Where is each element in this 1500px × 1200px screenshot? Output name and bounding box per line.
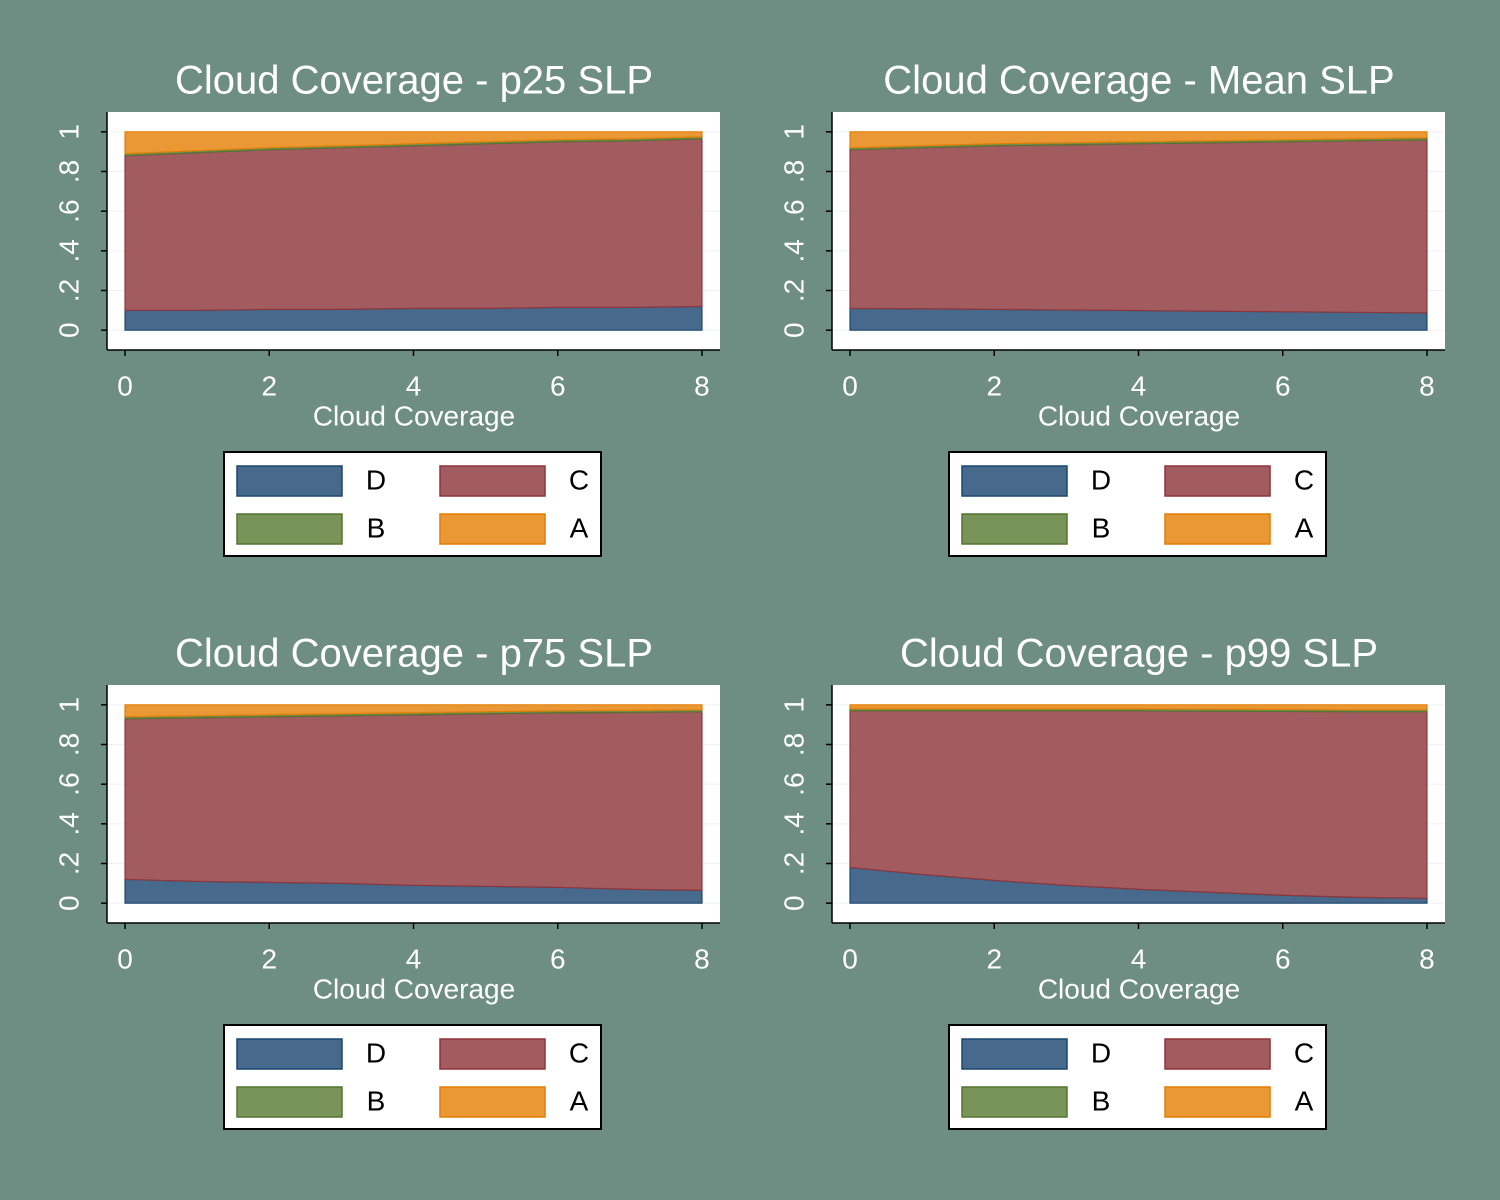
legend-swatch [439, 1038, 546, 1070]
y-tick-label: 1 [778, 697, 809, 713]
x-tick-label: 6 [1275, 943, 1291, 974]
area [124, 711, 703, 891]
legend-label: B [1092, 1085, 1111, 1116]
legend-label: B [367, 1085, 386, 1116]
area [849, 139, 1428, 314]
legend-label: D [366, 1037, 386, 1068]
legend-label: C [569, 1037, 589, 1068]
y-tick-label: .8 [778, 160, 809, 183]
x-tick-label: 6 [550, 943, 566, 974]
legend-label: A [1295, 512, 1314, 543]
x-tick-label: 0 [842, 370, 858, 401]
x-tick-label: 8 [1419, 943, 1435, 974]
legend-label: C [1294, 464, 1314, 495]
legend-label: A [570, 512, 589, 543]
y-tick-label: 0 [778, 895, 809, 911]
y-tick-label: .8 [53, 733, 84, 756]
panel: Cloud Coverage - p99 SLP 0 .2 .4 .6 .8 1 0 2 4 6 8 C… [778, 632, 1445, 1130]
legend-swatch [236, 513, 343, 545]
y-tick-label: .4 [778, 812, 809, 835]
area [124, 131, 703, 155]
x-tick-label: 0 [117, 370, 133, 401]
legend-swatch [1164, 513, 1271, 545]
x-tick-label: 2 [986, 370, 1002, 401]
legend-label: C [1294, 1037, 1314, 1068]
x-tick-label: 0 [842, 943, 858, 974]
legend-label: A [570, 1085, 589, 1116]
legend-swatch [961, 465, 1068, 497]
y-tick-label: .2 [53, 852, 84, 875]
legend-swatch [1164, 1086, 1271, 1118]
y-tick-label: .6 [778, 772, 809, 795]
x-axis-label: Cloud Coverage [1038, 973, 1240, 1004]
y-tick-label: .2 [53, 279, 84, 302]
y-tick-label: 0 [778, 322, 809, 338]
legend-swatch [1164, 1038, 1271, 1070]
legend-swatch [961, 513, 1068, 545]
area [124, 138, 703, 311]
x-tick-label: 2 [261, 943, 277, 974]
x-axis-label: Cloud Coverage [313, 400, 515, 431]
panel: Cloud Coverage - p25 SLP 0 .2 .4 .6 .8 1 0 2 4 6 8 C… [53, 59, 720, 557]
legend-swatch [236, 465, 343, 497]
x-tick-label: 8 [694, 370, 710, 401]
y-tick-label: .6 [53, 772, 84, 795]
y-tick-label: .8 [778, 733, 809, 756]
legend-label: D [1091, 464, 1111, 495]
x-tick-label: 4 [406, 370, 422, 401]
area [124, 704, 703, 718]
area [849, 131, 1428, 149]
legend-swatch [439, 513, 546, 545]
x-tick-label: 8 [1419, 370, 1435, 401]
y-tick-label: .6 [778, 199, 809, 222]
y-tick-label: .8 [53, 160, 84, 183]
area [849, 704, 1428, 711]
y-tick-label: .2 [778, 279, 809, 302]
legend-label: B [367, 512, 386, 543]
y-tick-label: 0 [53, 895, 84, 911]
y-tick-label: .6 [53, 199, 84, 222]
legend-swatch [961, 1086, 1068, 1118]
y-tick-label: 1 [53, 697, 84, 713]
y-tick-label: 1 [778, 124, 809, 140]
chart-title: Cloud Coverage - Mean SLP [883, 59, 1394, 103]
x-tick-label: 0 [117, 943, 133, 974]
legend-swatch [439, 1086, 546, 1118]
x-tick-label: 6 [1275, 370, 1291, 401]
chart-title: Cloud Coverage - p25 SLP [175, 59, 653, 103]
legend-swatch [439, 465, 546, 497]
x-tick-label: 2 [261, 370, 277, 401]
x-axis-label: Cloud Coverage [1038, 400, 1240, 431]
area [849, 710, 1428, 899]
legend-label: D [366, 464, 386, 495]
y-tick-label: 0 [53, 322, 84, 338]
legend-swatch [236, 1038, 343, 1070]
legend-label: C [569, 464, 589, 495]
x-tick-label: 4 [1131, 370, 1147, 401]
legend-swatch [1164, 465, 1271, 497]
legend-swatch [236, 1086, 343, 1118]
legend-label: D [1091, 1037, 1111, 1068]
legend-label: A [1295, 1085, 1314, 1116]
legend-swatch [961, 1038, 1068, 1070]
chart-title: Cloud Coverage - p99 SLP [900, 632, 1378, 676]
y-tick-label: .4 [53, 239, 84, 262]
y-tick-label: .2 [778, 852, 809, 875]
legend-label: B [1092, 512, 1111, 543]
chart-title: Cloud Coverage - p75 SLP [175, 632, 653, 676]
y-tick-label: .4 [778, 239, 809, 262]
x-axis-label: Cloud Coverage [313, 973, 515, 1004]
x-tick-label: 6 [550, 370, 566, 401]
x-tick-label: 2 [986, 943, 1002, 974]
x-tick-label: 4 [406, 943, 422, 974]
panel: Cloud Coverage - Mean SLP 0 .2 .4 .6 .8 1 0 2 4 6 8… [778, 59, 1445, 557]
panel: Cloud Coverage - p75 SLP 0 .2 .4 .6 .8 1 0 2 4 6 8 C… [53, 632, 720, 1130]
y-tick-label: .4 [53, 812, 84, 835]
y-tick-label: 1 [53, 124, 84, 140]
x-tick-label: 8 [694, 943, 710, 974]
x-tick-label: 4 [1131, 943, 1147, 974]
